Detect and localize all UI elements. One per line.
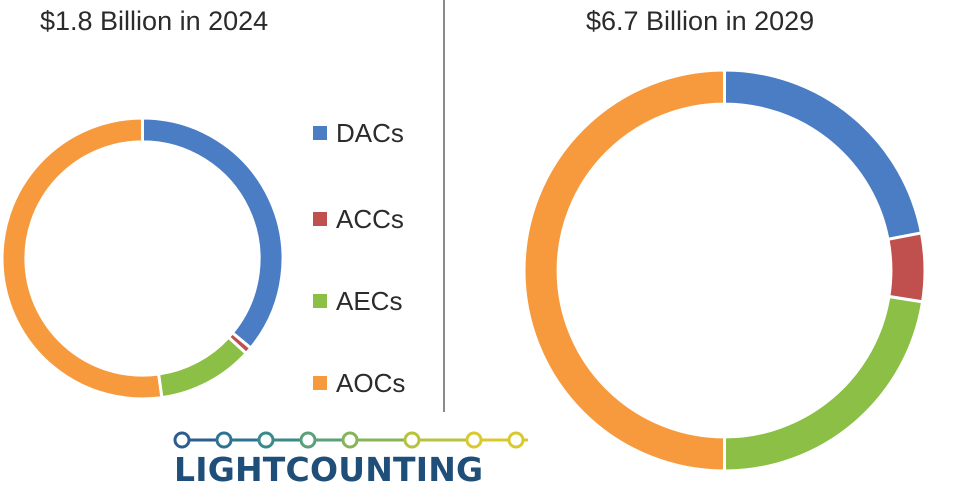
logo-dot [173,431,191,449]
legend-label-accs: ACCs [336,203,404,234]
donut-slice-accs-2029 [886,231,927,304]
chart-title-2024: $1.8 Billion in 2024 [40,6,269,36]
logo-dot [341,431,359,449]
donut-chart-2024 [0,116,285,401]
donut-slice-aecs-2024 [156,335,249,400]
donut-slice-dacs-2029 [723,68,924,242]
logo-dots-graphic [173,431,528,449]
logo-dot [215,431,233,449]
divider [443,0,445,412]
donut-slice-dacs-2024 [141,116,285,351]
legend-label-dacs: DACs [336,117,404,148]
legend-swatch-aocs [313,376,327,390]
logo-dot [403,431,421,449]
legend-label-aocs: AOCs [336,367,406,398]
legend-item-dacs: DACs [313,116,404,150]
legend: DACs ACCs AECs AOCs [313,112,438,402]
logo-dot [465,431,483,449]
logo-text: LIGHTCOUNTING [174,450,484,489]
donut-slice-aocs-2029 [522,68,726,473]
donut-slice-aocs-2024 [0,116,164,401]
donut-slice-aecs-2029 [723,294,925,473]
logo-dot [507,431,525,449]
donut-chart-2029 [522,68,927,473]
legend-item-aecs: AECs [313,284,402,318]
lightcounting-logo: LIGHTCOUNTING [172,428,532,498]
legend-item-aocs: AOCs [313,366,405,400]
legend-item-accs: ACCs [313,202,404,236]
legend-swatch-aecs [313,294,327,308]
logo-dot [257,431,275,449]
logo-dot [299,431,317,449]
legend-label-aecs: AECs [336,285,403,316]
legend-swatch-dacs [313,126,327,140]
legend-swatch-accs [313,212,327,226]
chart-title-2029: $6.7 Billion in 2029 [586,6,815,36]
